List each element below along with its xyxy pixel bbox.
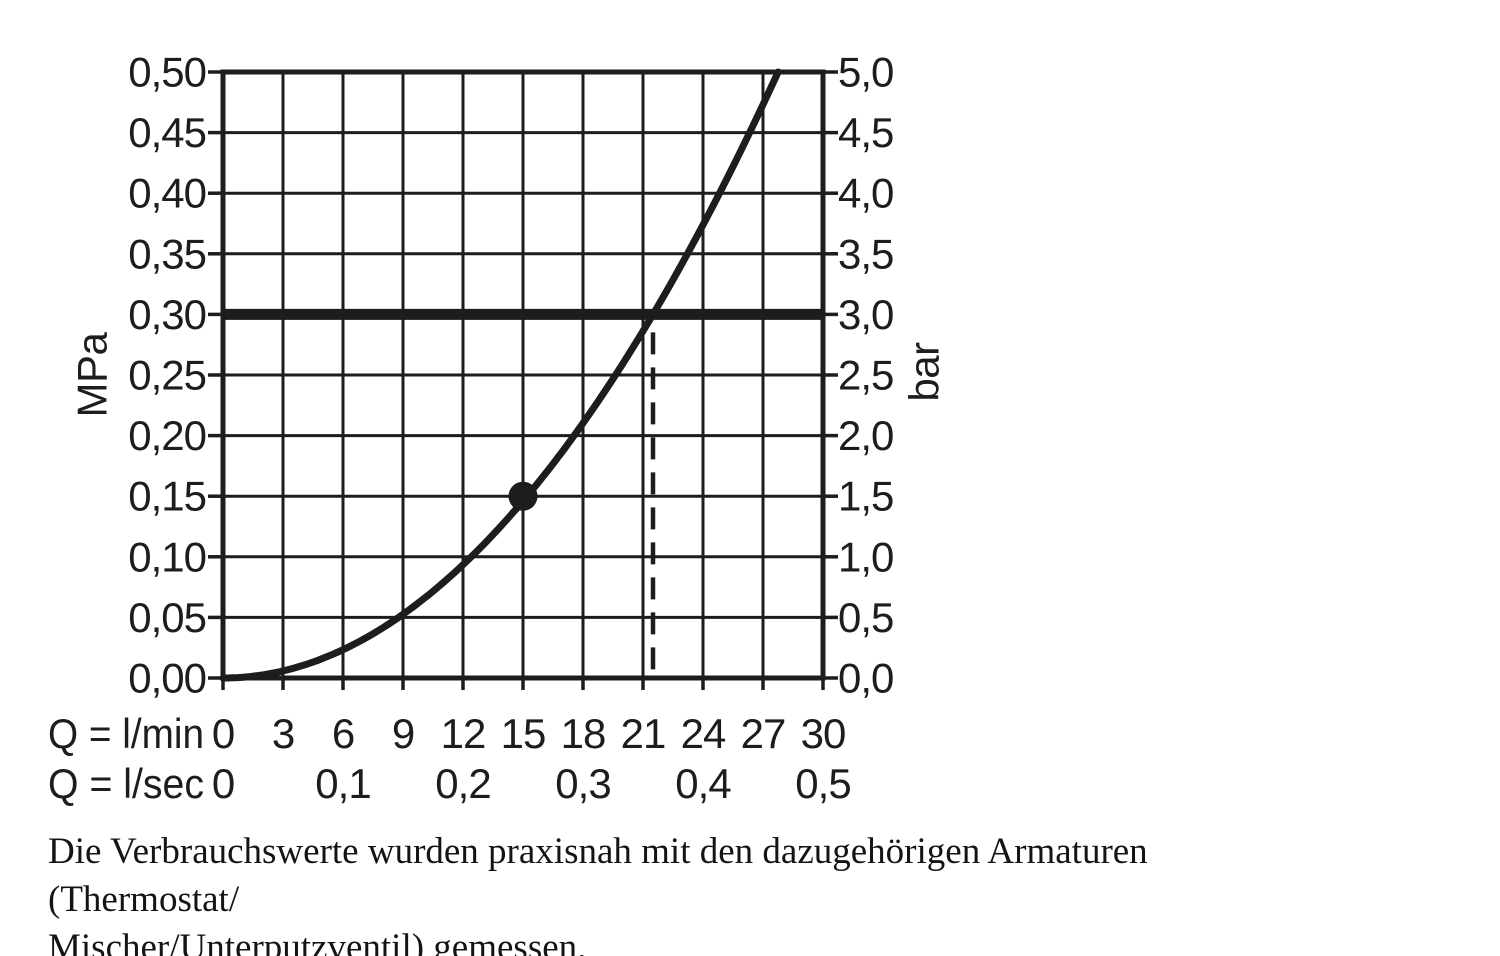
right-axis-tick-label: 4,5 xyxy=(838,109,893,156)
right-axis-tick-label: 0,5 xyxy=(838,594,893,641)
right-axis-tick-label: 1,5 xyxy=(838,473,893,520)
x-axis-row-label-l-sec: Q = l/sec xyxy=(48,760,204,807)
x-axis-tick-label: 0,5 xyxy=(795,760,850,807)
right-axis-tick-label: 2,0 xyxy=(838,412,893,459)
x-axis-tick-label: 0,2 xyxy=(435,760,490,807)
right-axis-unit-bar: bar xyxy=(901,342,948,402)
right-axis-tick-label: 4,0 xyxy=(838,170,893,217)
flow-curve xyxy=(219,68,782,682)
x-axis-tick-label: 30 xyxy=(801,710,846,757)
x-axis-tick-label: 0 xyxy=(212,760,234,807)
x-axis-tick-label: 21 xyxy=(621,710,666,757)
left-axis-tick-label: 0,40 xyxy=(128,170,206,217)
left-axis-tick-label: 0,25 xyxy=(128,352,206,399)
left-axis-tick-label: 0,00 xyxy=(128,655,206,702)
right-axis-tick-label: 3,5 xyxy=(838,230,893,277)
x-axis-tick-label: 24 xyxy=(681,710,726,757)
left-axis-tick-label: 0,35 xyxy=(128,230,206,277)
x-axis-tick-label: 0,4 xyxy=(675,760,731,807)
left-axis-tick-label: 0,20 xyxy=(128,412,206,459)
right-axis-tick-label: 5,0 xyxy=(838,49,893,96)
x-axis-tick-label: 6 xyxy=(332,710,354,757)
x-axis-tick-label: 9 xyxy=(392,710,414,757)
left-axis-tick-label: 0,05 xyxy=(128,594,206,641)
left-axis-unit-mpa: MPa xyxy=(69,331,116,417)
flow-pressure-chart: 0,500,450,400,350,300,250,200,150,100,05… xyxy=(48,49,948,808)
left-axis-tick-label: 0,45 xyxy=(128,109,206,156)
left-axis-tick-label: 0,30 xyxy=(128,291,206,338)
caption-line-2: Mischer/Unterputzventil) gemessen. xyxy=(48,927,587,956)
x-axis-tick-label: 0,1 xyxy=(315,760,370,807)
x-axis-tick-label: 18 xyxy=(561,710,606,757)
caption-line-1: Die Verbrauchswerte wurden praxisnah mit… xyxy=(48,831,1148,920)
left-axis-tick-label: 0,50 xyxy=(128,49,206,96)
x-axis-tick-label: 12 xyxy=(441,710,486,757)
x-axis-tick-label: 27 xyxy=(741,710,786,757)
right-axis-tick-label: 0,0 xyxy=(838,655,893,702)
left-axis-tick-label: 0,10 xyxy=(128,533,206,580)
x-axis-tick-label: 3 xyxy=(272,710,294,757)
right-axis-tick-label: 2,5 xyxy=(838,352,893,399)
left-axis-tick-label: 0,15 xyxy=(128,473,206,520)
data-point-marker xyxy=(508,481,538,511)
x-axis-tick-label: 0 xyxy=(212,710,234,757)
right-axis-tick-label: 1,0 xyxy=(838,533,893,580)
right-axis-tick-label: 3,0 xyxy=(838,291,893,338)
x-axis-tick-label: 0,3 xyxy=(555,760,610,807)
x-axis-tick-label: 15 xyxy=(501,710,546,757)
x-axis-row-label-l-min: Q = l/min xyxy=(48,710,204,757)
caption: Die Verbrauchswerte wurden praxisnah mit… xyxy=(48,828,1348,956)
